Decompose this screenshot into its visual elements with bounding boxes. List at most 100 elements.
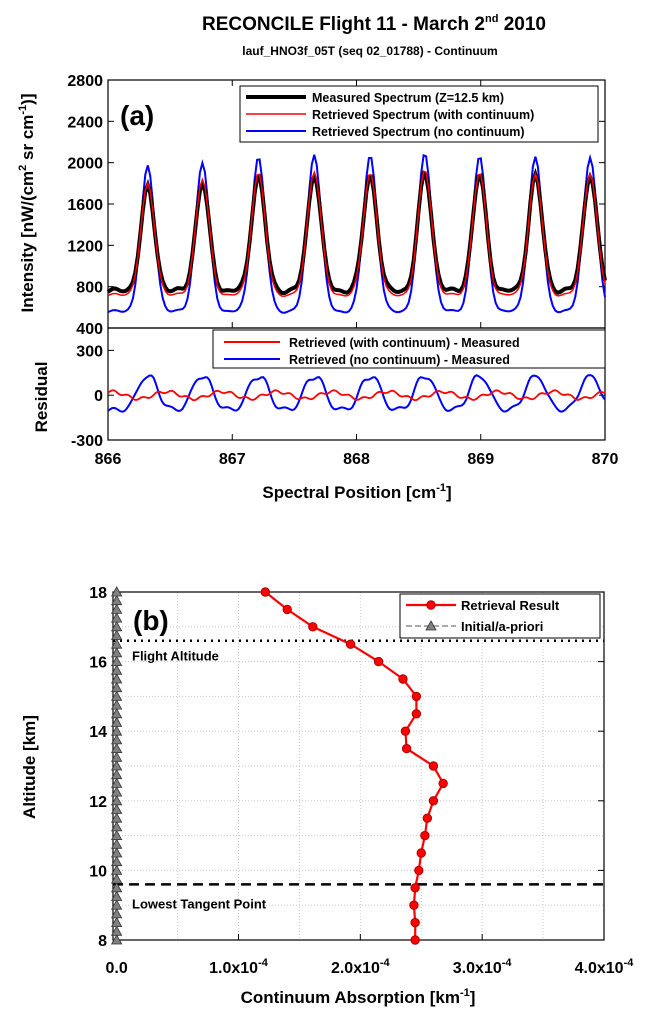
retrieval-marker (345, 639, 356, 649)
ytick-label: 2400 (67, 114, 103, 131)
apriori-marker (110, 812, 123, 823)
apriori-marker (110, 751, 123, 762)
chart-title: RECONCILE Flight 11 - March 2nd 2010 (202, 13, 546, 35)
legend-box (212, 329, 606, 369)
apriori-marker (110, 603, 123, 614)
retrieval-marker (422, 813, 433, 823)
apriori-marker (110, 655, 123, 666)
annotation-label: Flight Altitude (132, 649, 219, 664)
apriori-marker (110, 864, 123, 875)
retrieval-marker (428, 796, 439, 806)
ytick-label: 300 (76, 343, 103, 360)
ytick-label: 0 (94, 388, 103, 405)
legend-label: Retrieval Result (461, 598, 560, 613)
apriori-marker (110, 612, 123, 623)
ytick-label: 2800 (67, 73, 103, 90)
xtick-label: 3.0x10-4 (453, 957, 513, 977)
ytick-label: 400 (76, 321, 103, 338)
panel-residual-xlabel: Spectral Position [cm-1] (262, 482, 451, 502)
panel-b-frame (112, 591, 605, 941)
apriori-marker (110, 873, 123, 884)
xtick-label: 866 (95, 451, 122, 468)
legend-label: Retrieved (with continuum) - Measured (289, 336, 520, 350)
ytick-label: 12 (89, 794, 107, 811)
apriori-marker (110, 664, 123, 675)
ytick-label: 16 (89, 655, 107, 672)
apriori-marker (110, 734, 123, 745)
apriori-marker (110, 829, 123, 840)
apriori-marker (110, 716, 123, 727)
legend-label: Retrieved (no continuum) - Measured (289, 353, 510, 367)
panel-residual-legend: Retrieved (with continuum) - Measured Ret… (212, 329, 606, 369)
legend-marker (425, 620, 437, 631)
retrieval-marker (400, 726, 411, 736)
title-year: 2010 (498, 14, 546, 35)
retrieval-marker (416, 848, 426, 858)
panel-residual: -300 0 300 866 867 868 869 870 Retrieved (with … (32, 327, 619, 502)
retrieval-marker (414, 865, 424, 876)
ytick-label: 1600 (67, 197, 103, 214)
apriori-marker (110, 586, 123, 597)
retrieval-marker (410, 883, 420, 893)
apriori-marker (110, 916, 123, 927)
apriori-marker (110, 803, 123, 814)
retrieval-marker (411, 691, 422, 702)
ytick-label: 14 (89, 724, 107, 741)
apriori-marker (110, 794, 123, 806)
xtick-label: 1.0x10-4 (209, 957, 269, 977)
apriori-marker (110, 838, 123, 849)
apriori-marker (110, 768, 123, 780)
legend-label: Retrieved Spectrum (no continuum) (312, 125, 525, 139)
apriori-marker (110, 594, 123, 606)
apriori-marker (110, 855, 123, 867)
apriori-marker (110, 890, 123, 901)
retrieval-marker (260, 587, 270, 597)
panel-b-xlabel: Continuum Absorption [km-1] (241, 987, 476, 1007)
retrieval-marker (373, 656, 384, 667)
apriori-marker (110, 760, 123, 771)
apriori-marker (110, 707, 123, 719)
ytick-label: 1200 (67, 238, 103, 255)
apriori-marker (110, 925, 123, 936)
apriori-marker (110, 786, 123, 797)
annotation-label: Lowest Tangent Point (132, 896, 267, 911)
retrieval-marker (420, 830, 430, 841)
apriori-marker (110, 638, 123, 649)
xtick-label: 4.0x10-4 (575, 957, 635, 977)
title-superscript: nd (485, 13, 498, 25)
apriori-marker (110, 881, 123, 893)
retrieval-marker (411, 709, 422, 719)
retrieval-marker (282, 604, 292, 615)
panel-b-ylabel: Altitude [km] (20, 715, 39, 819)
apriori-marker (110, 620, 123, 632)
panel-residual-ylabel: Residual (32, 362, 51, 433)
xtick-label: 0.0 (106, 960, 128, 977)
xtick-label: 869 (467, 451, 494, 468)
title-main: RECONCILE Flight 11 - March 2 (202, 14, 485, 35)
panel-b-label: (b) (133, 605, 169, 636)
xtick-label: 870 (592, 451, 619, 468)
apriori-marker (110, 777, 123, 788)
retrieval-marker (401, 743, 412, 754)
legend-marker (426, 600, 436, 610)
ytick-label: 18 (89, 585, 107, 602)
residual-with-continuum-line (107, 389, 606, 402)
chart-subtitle: lauf_HNO3f_05T (seq 02_01788) - Continuu… (242, 44, 497, 58)
retrieval-marker (398, 674, 408, 684)
panel-b-profile: 8 10 12 14 16 18 0.0 1.0x10-4 2.0x10-4 3.0x10-4 4.… (20, 585, 634, 1007)
xtick-label: 867 (219, 451, 246, 468)
retrieval-marker (428, 761, 439, 771)
ytick-label: 8 (98, 933, 107, 950)
apriori-marker (110, 725, 123, 736)
ytick-label: -300 (71, 433, 103, 450)
xtick-label: 2.0x10-4 (331, 957, 391, 977)
ytick-label: 10 (89, 863, 107, 880)
apriori-marker (110, 673, 123, 684)
legend-label: Initial/a-priori (461, 619, 543, 634)
ytick-label: 2000 (67, 156, 103, 173)
panel-a-spectrum: 400 800 1200 1600 2000 2400 2800 (a) Measured … (17, 73, 607, 338)
retrieval-marker (409, 900, 419, 910)
apriori-marker (110, 899, 123, 910)
residual-no-continuum-line (107, 374, 606, 413)
retrieval-marker (410, 935, 420, 945)
